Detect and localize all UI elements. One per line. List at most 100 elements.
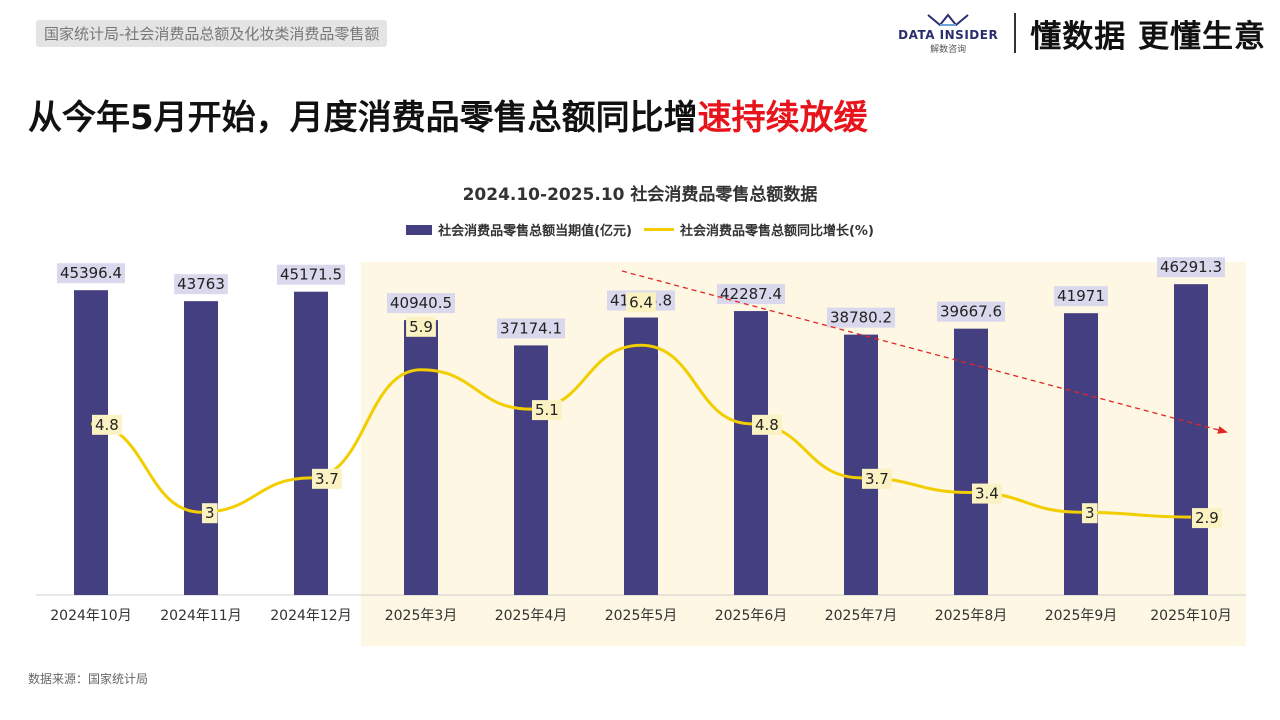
line-value-text-4: 5.1 [535, 401, 559, 419]
bar-value-text-10: 46291.3 [1160, 258, 1222, 276]
line-value-label-4: 5.1 [532, 400, 562, 421]
line-value-label-0: 4.8 [92, 414, 122, 435]
bar-value-label-8: 39667.6 [936, 301, 1006, 322]
chart-title: 2024.10-2025.10 社会消费品零售总额数据 [462, 185, 818, 205]
bar-value-label-6: 42287.4 [716, 284, 786, 305]
bar-value-bg-10 [1156, 257, 1226, 278]
chart-legend: 社会消费品零售总额当期值(亿元) 社会消费品零售总额同比增长(%) [0, 220, 1280, 239]
bar-value-label-9: 41971 [1054, 286, 1108, 307]
line-value-label-9: 3 [1082, 503, 1098, 524]
line-value-text-0: 4.8 [95, 416, 119, 434]
brand-slogan: 懂数据 更懂生意 [1030, 18, 1266, 55]
bar-value-label-10: 46291.3 [1156, 257, 1226, 278]
bar-value-text-4: 37174.1 [500, 319, 562, 337]
bar-value-text-2: 45171.5 [280, 266, 342, 284]
bar-value-bg-8 [936, 301, 1006, 322]
bar-value-label-0: 45396.4 [56, 263, 126, 284]
line-value-text-3: 5.9 [409, 318, 433, 336]
bar-value-label-7: 38780.2 [826, 307, 896, 328]
line-value-label-7: 3.7 [862, 468, 892, 489]
bar-value-text-6: 42287.4 [720, 285, 782, 303]
bar-value-text-8: 39667.6 [940, 303, 1002, 321]
line-value-label-5: 6.4 [626, 292, 656, 313]
line-value-label-10: 2.9 [1192, 508, 1222, 529]
bar-value-bg-0 [56, 263, 126, 284]
line-value-text-7: 3.7 [865, 470, 889, 488]
bar-7 [844, 334, 878, 595]
line-value-text-5: 6.4 [629, 293, 653, 311]
line-value-bg-10 [1192, 508, 1222, 529]
line-value-bg-8 [972, 483, 1002, 504]
bar-6 [734, 311, 768, 595]
legend-item-line: 社会消费品零售总额同比增长(%) [643, 220, 874, 239]
bar-value-label-2: 45171.5 [276, 264, 346, 285]
line-value-label-6: 4.8 [752, 414, 782, 435]
x-tick-label-1: 2024年11月 [160, 608, 241, 624]
bar-value-text-1: 43763 [177, 275, 225, 293]
x-tick-label-2: 2024年12月 [270, 608, 351, 624]
x-tick-label-7: 2025年7月 [825, 608, 898, 624]
legend-swatch-line [643, 228, 674, 231]
x-tick-label-3: 2025年3月 [385, 608, 458, 624]
line-value-bg-2 [312, 468, 342, 489]
brand-logo-icon [927, 12, 969, 26]
brand-header: DATA INSIDER 解数咨询 懂数据 更懂生意 [898, 10, 1266, 56]
bar-10 [1174, 284, 1208, 595]
bar-2 [294, 291, 328, 595]
line-value-bg-1 [202, 503, 218, 524]
x-tick-label-10: 2025年10月 [1150, 608, 1231, 624]
bar-5 [624, 317, 658, 595]
line-value-text-6: 4.8 [755, 416, 779, 434]
line-value-label-3: 5.9 [406, 316, 436, 337]
source-tag: 国家统计局-社会消费品总额及化妆类消费品零售额 [36, 20, 388, 47]
brand-name: DATA INSIDER [898, 27, 999, 42]
legend-label-bar: 社会消费品零售总额当期值(亿元) [438, 224, 632, 239]
x-tick-label-5: 2025年5月 [605, 608, 678, 624]
highlight-region [361, 262, 1246, 646]
headline-main: 从今年5月开始，月度消费品零售总额同比增 [28, 98, 698, 138]
x-tick-label-0: 2024年10月 [50, 608, 131, 624]
line-value-bg-0 [92, 414, 122, 435]
legend-label-line: 社会消费品零售总额同比增长(%) [679, 224, 874, 239]
footer-source: 数据来源：国家统计局 [28, 672, 149, 686]
headline-highlight: 速持续放缓 [697, 98, 868, 138]
line-value-label-8: 3.4 [972, 483, 1002, 504]
x-tick-label-4: 2025年4月 [495, 608, 568, 624]
bar-value-text-3: 40940.5 [390, 294, 452, 312]
bar-value-label-3: 40940.5 [386, 293, 456, 314]
brand-logo: DATA INSIDER 解数咨询 [898, 12, 998, 55]
line-value-text-9: 3 [1085, 504, 1095, 522]
line-value-text-2: 3.7 [315, 470, 339, 488]
bar-value-bg-9 [1054, 286, 1108, 307]
bar-value-text-0: 45396.4 [60, 264, 122, 282]
x-tick-label-9: 2025年9月 [1045, 608, 1118, 624]
bar-value-bg-2 [276, 264, 346, 285]
bar-9 [1064, 313, 1098, 595]
line-value-bg-7 [862, 468, 892, 489]
line-value-text-8: 3.4 [975, 485, 999, 503]
line-value-bg-4 [532, 400, 562, 421]
bar-value-bg-7 [826, 307, 896, 328]
line-value-text-10: 2.9 [1195, 509, 1219, 527]
line-value-label-2: 3.7 [312, 468, 342, 489]
bar-1 [184, 301, 218, 595]
x-tick-label-8: 2025年8月 [935, 608, 1008, 624]
line-value-label-1: 3 [202, 503, 218, 524]
bar-4 [514, 345, 548, 595]
x-tick-label-6: 2025年6月 [715, 608, 788, 624]
line-value-bg-9 [1082, 503, 1098, 524]
legend-item-bar: 社会消费品零售总额当期值(亿元) [406, 220, 632, 239]
line-value-bg-3 [406, 316, 436, 337]
legend-swatch-bar [406, 224, 433, 235]
bar-value-label-4: 37174.1 [496, 318, 566, 339]
bar-8 [954, 328, 988, 595]
bar-3 [404, 320, 438, 595]
bar-value-bg-6 [716, 284, 786, 305]
bar-value-text-9: 41971 [1057, 287, 1105, 305]
brand-divider [1014, 13, 1017, 53]
brand-sub: 解数咨询 [930, 44, 967, 55]
line-value-bg-6 [752, 414, 782, 435]
bar-value-bg-3 [386, 293, 456, 314]
line-value-bg-5 [626, 292, 656, 313]
